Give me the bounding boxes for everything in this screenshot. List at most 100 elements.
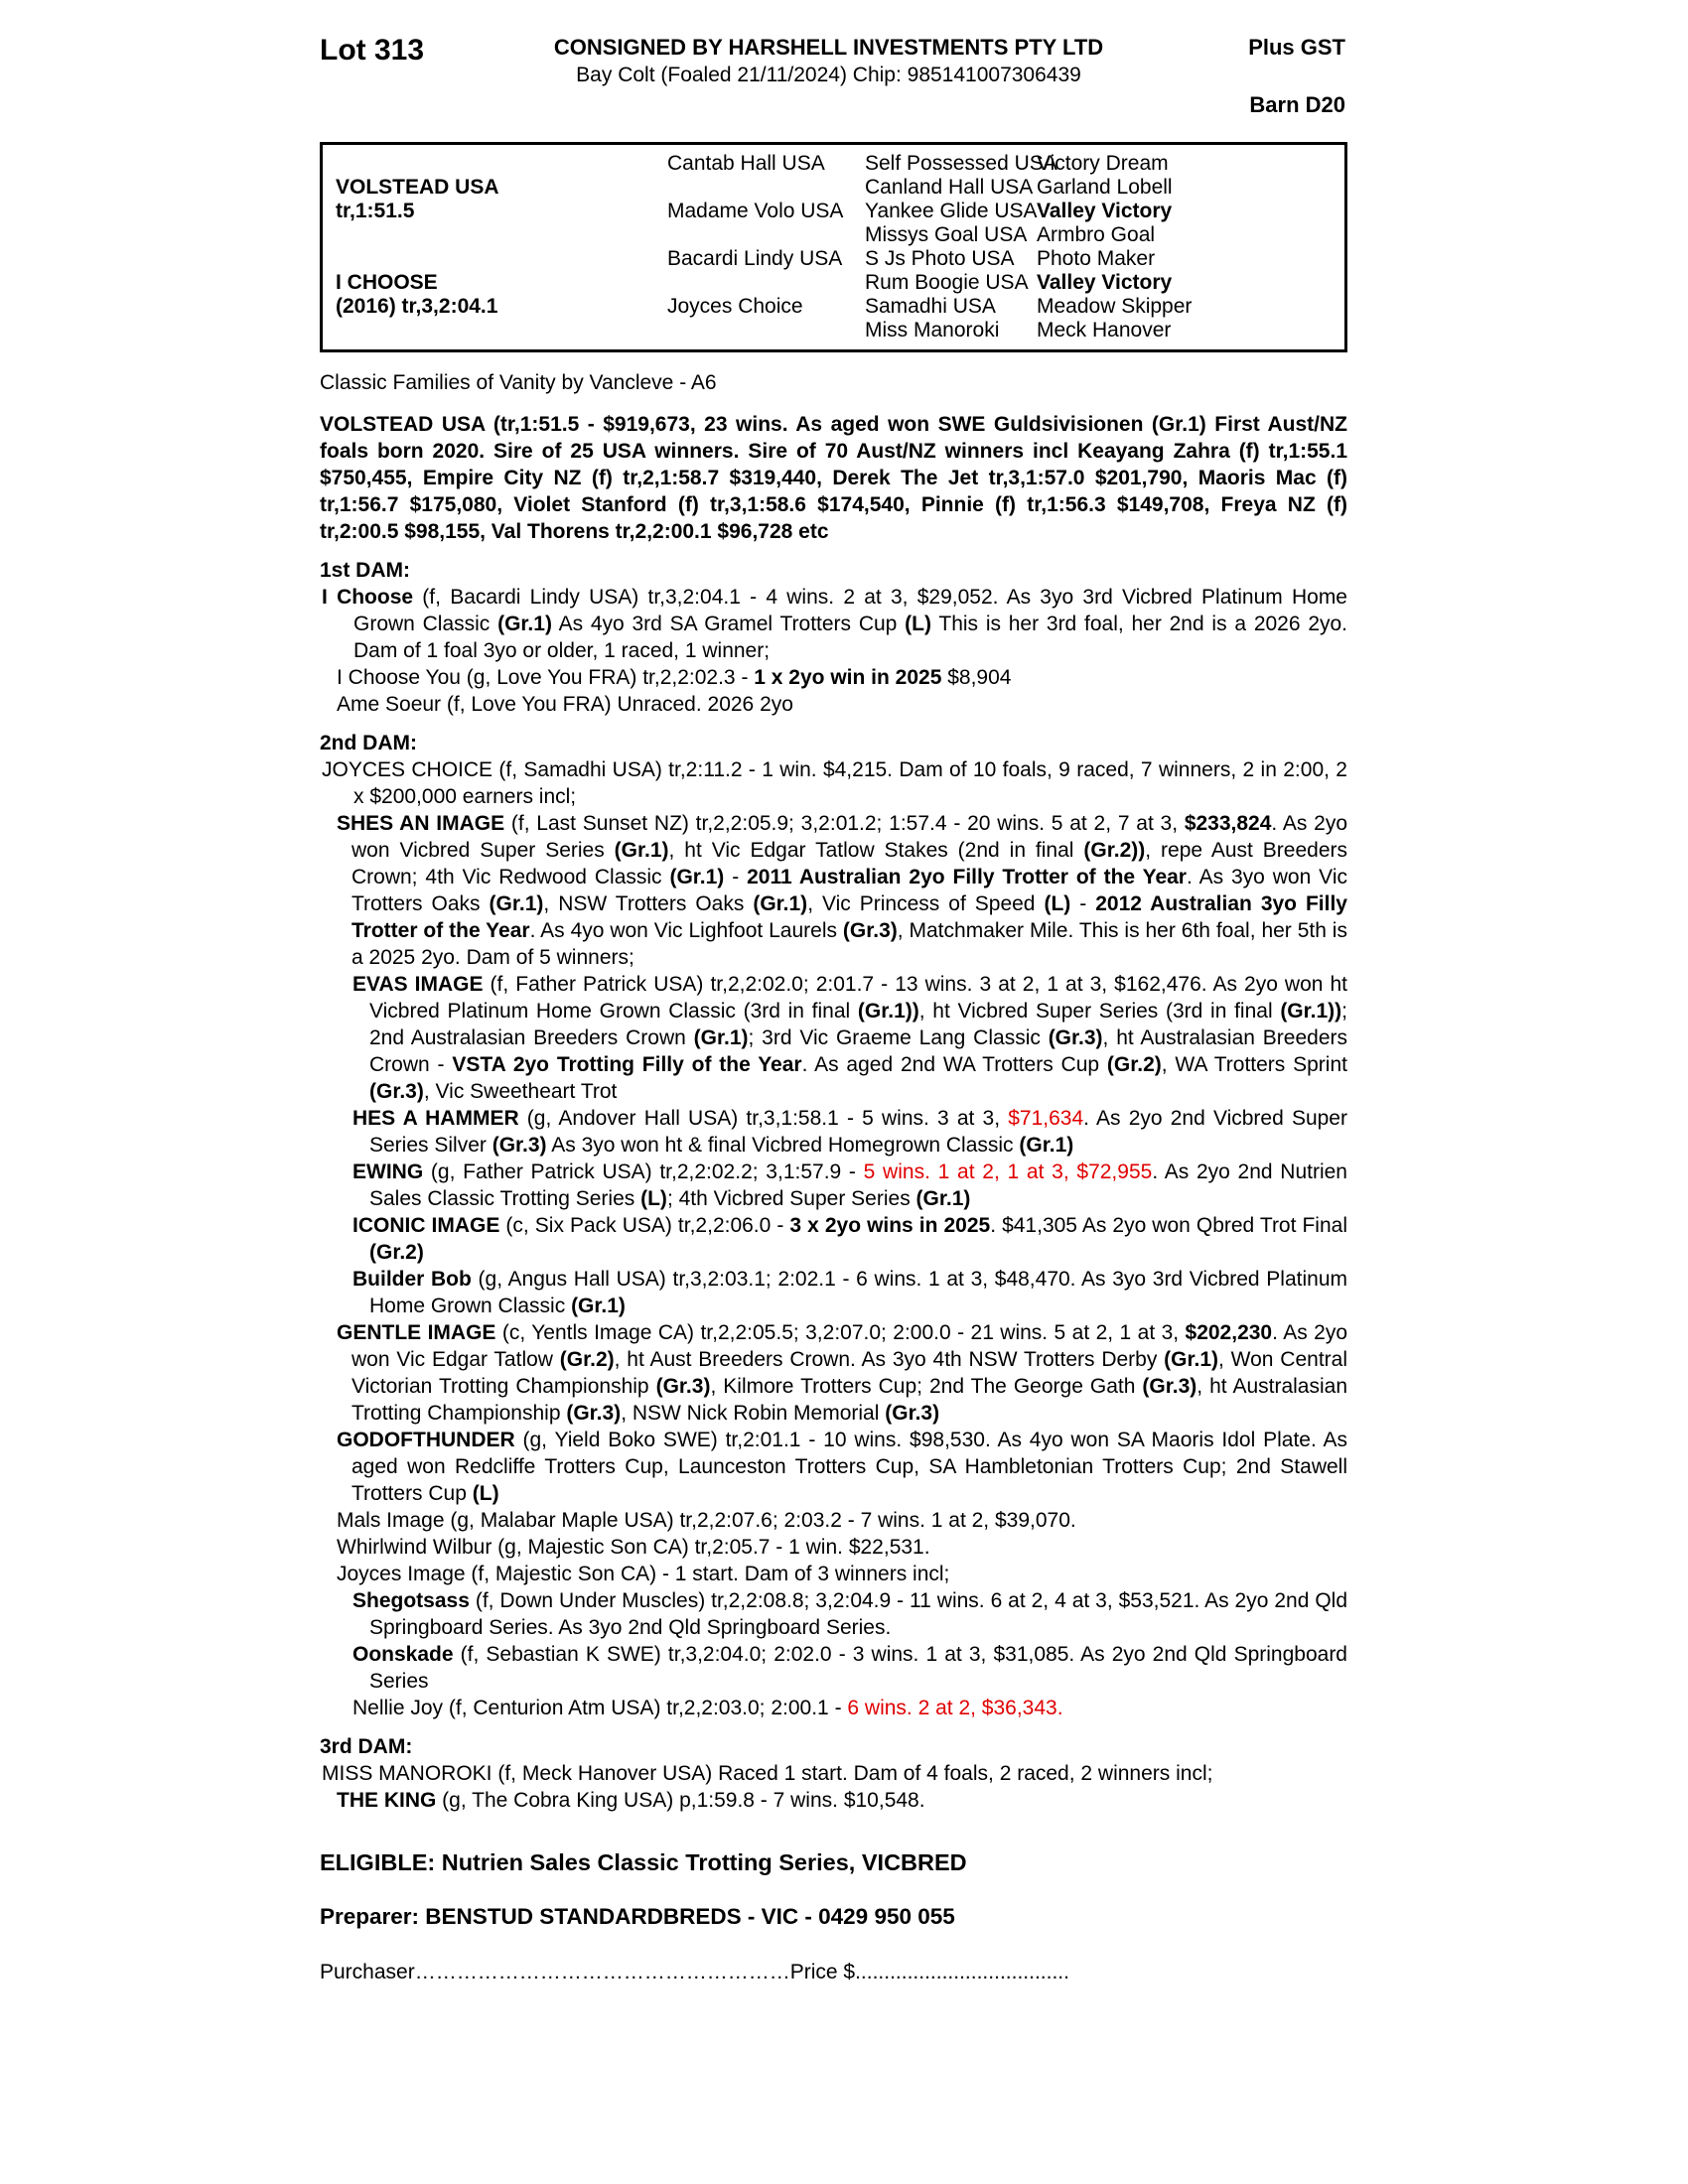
text-run: (f, Bacardi Lindy USA) tr,3,2:04.1 - 4 w…	[353, 586, 1347, 635]
pedigree-table: VOLSTEAD USA tr,1:51.5 I CHOOSE (2016) t…	[320, 142, 1347, 352]
text-run: , Vic Princess of Speed	[807, 892, 1045, 915]
highlighted-text: 6 wins. 2 at 2, $36,343.	[847, 1697, 1063, 1719]
text-run: , Kilmore Trotters Cup; 2nd The George G…	[710, 1375, 1143, 1398]
bold-text: 2012 Australian 3yo Filly Trotter of the…	[352, 892, 1347, 942]
text-run: (g, Andover Hall USA) tr,3,1:58.1 - 5 wi…	[518, 1107, 1009, 1130]
text-run: As 4yo 3rd SA Gramel Trotters Cup	[551, 613, 906, 635]
pedigree-paragraph: ICONIC IMAGE (c, Six Pack USA) tr,2,2:06…	[320, 1212, 1347, 1266]
text-run: . As 4yo won Vic Lighfoot Laurels	[529, 919, 843, 942]
section-heading: 1st DAM:	[320, 559, 411, 582]
gen3-ancestor: Yankee Glide USA	[865, 200, 1038, 222]
bold-text: (Gr.1)	[497, 613, 552, 635]
bold-text: (Gr.1))	[857, 1000, 919, 1023]
highlighted-text: 5 wins. 1 at 2, 1 at 3, $72,955	[863, 1160, 1153, 1183]
text-run: VOLSTEAD USA (tr,1:51.5 - $919,673, 23 w…	[320, 413, 1347, 543]
text-run: Mals Image (g, Malabar Maple USA) tr,2,2…	[337, 1509, 1076, 1532]
text-run: . $41,305 As 2yo won Qbred Trot Final	[990, 1214, 1347, 1237]
dam-name: I CHOOSE	[336, 271, 438, 294]
bold-text: (Gr.3)	[885, 1402, 940, 1425]
pedigree-paragraph: HES A HAMMER (g, Andover Hall USA) tr,3,…	[320, 1105, 1347, 1159]
text-run: . As 2yo won Vicbred Super Series	[352, 812, 1347, 862]
bold-text: SHES AN IMAGE	[337, 812, 505, 835]
gen3-ancestor: Canland Hall USA	[865, 176, 1034, 199]
pedigree-paragraph: Mals Image (g, Malabar Maple USA) tr,2,2…	[320, 1507, 1347, 1534]
bold-text: (Gr.1)	[669, 866, 725, 888]
header-center: CONSIGNED BY HARSHELL INVESTMENTS PTY LT…	[489, 34, 1169, 118]
pedigree-paragraph: GODOFTHUNDER (g, Yield Boko SWE) tr,2:01…	[320, 1427, 1347, 1507]
bold-text: (Gr.3)	[655, 1375, 711, 1398]
bold-text: (Gr.1)	[1164, 1348, 1219, 1371]
gen3-ancestor: Miss Manoroki	[865, 319, 1000, 341]
lot-number: Lot 313	[320, 34, 425, 67]
bold-text: Shegotsass	[352, 1589, 470, 1612]
text-run: (c, Yentls Image CA) tr,2,2:05.5; 3,2:07…	[495, 1321, 1186, 1344]
gen3-ancestor: Missys Goal USA	[865, 223, 1028, 246]
pedigree-paragraph: JOYCES CHOICE (f, Samadhi USA) tr,2:11.2…	[320, 756, 1347, 810]
text-run: (g, Yield Boko SWE) tr,2:01.1 - 10 wins.…	[352, 1429, 1347, 1505]
bold-text: (Gr.1)	[571, 1295, 626, 1317]
bold-text: Oonskade	[352, 1643, 454, 1666]
bold-text: GENTLE IMAGE	[337, 1321, 496, 1344]
pedigree-paragraph: MISS MANOROKI (f, Meck Hanover USA) Race…	[320, 1760, 1347, 1787]
text-run: , Matchmaker Mile. This is her 6th foal,…	[352, 919, 1347, 969]
text-run: (f, Father Patrick USA) tr,2,2:02.0; 2:0…	[369, 973, 1348, 1023]
pedigree-paragraph: EWING (g, Father Patrick USA) tr,2,2:02.…	[320, 1159, 1347, 1212]
text-run: -	[1070, 892, 1096, 915]
consignor-line: CONSIGNED BY HARSHELL INVESTMENTS PTY LT…	[553, 35, 1104, 60]
sire-name: VOLSTEAD USA	[336, 176, 499, 199]
gen3-ancestor: Samadhi USA	[865, 295, 996, 318]
bold-text: ICONIC IMAGE	[352, 1214, 500, 1237]
section-heading: 2nd DAM:	[320, 732, 417, 754]
text-run: , ht Australasian Breeders Crown -	[369, 1026, 1347, 1076]
bold-text: EVAS IMAGE	[352, 973, 484, 996]
bold-text: (Gr.1)	[753, 892, 808, 915]
text-run: , NSW Trotters Oaks	[543, 892, 754, 915]
purchaser-line: Purchaser………………………………………………Price $......…	[320, 1959, 1347, 1985]
pedigree-paragraph: THE KING (g, The Cobra King USA) p,1:59.…	[320, 1787, 1347, 1814]
text-run: JOYCES CHOICE (f, Samadhi USA) tr,2:11.2…	[322, 758, 1347, 808]
pedigree-paragraph: EVAS IMAGE (f, Father Patrick USA) tr,2,…	[320, 971, 1347, 1105]
pedigree-paragraph: SHES AN IMAGE (f, Last Sunset NZ) tr,2,2…	[320, 810, 1347, 971]
pedigree-paragraph: GENTLE IMAGE (c, Yentls Image CA) tr,2,2…	[320, 1319, 1347, 1427]
gen4-ancestor: Valley Victory	[1037, 200, 1173, 222]
bold-text: (Gr.2)	[369, 1241, 424, 1264]
bold-text: $202,230	[1185, 1321, 1273, 1344]
bold-text: (L)	[1044, 892, 1071, 915]
gen3-ancestor: Rum Boogie USA	[865, 271, 1029, 294]
bold-text: (Gr.1)	[489, 892, 544, 915]
text-run: . As 2yo 2nd Nutrien Sales Classic Trott…	[369, 1160, 1347, 1210]
bold-text: (Gr.2)	[559, 1348, 615, 1371]
bold-text: (Gr.1))	[1280, 1000, 1342, 1023]
text-run: ; 2nd Australasian Breeders Crown	[369, 1000, 1347, 1049]
pedigree-details: VOLSTEAD USA (tr,1:51.5 - $919,673, 23 w…	[320, 411, 1347, 1814]
bold-text: (Gr.3)	[369, 1080, 424, 1103]
bold-text: (L)	[640, 1187, 667, 1210]
bold-text: I Choose	[322, 586, 414, 609]
bold-text: (Gr.3)	[492, 1134, 547, 1157]
text-run: As 3yo won ht & final Vicbred Homegrown …	[546, 1134, 1020, 1157]
bold-text: VSTA 2yo Trotting Filly of the Year	[452, 1053, 802, 1076]
gen4-ancestor: Photo Maker	[1037, 247, 1156, 270]
text-run: , Vic Sweetheart Trot	[423, 1080, 618, 1103]
text-run: -	[724, 866, 748, 888]
plus-gst-label: Plus GST	[1248, 35, 1345, 60]
gen2-dam-of-sire: Madame Volo USA	[667, 200, 844, 222]
bold-text: (Gr.3)	[566, 1402, 622, 1425]
gen3-ancestor: Self Possessed USA	[865, 152, 1057, 175]
text-run: , ht Aust Breeders Crown. As 3yo 4th NSW…	[614, 1348, 1165, 1371]
bold-text: 3 x 2yo wins in 2025	[789, 1214, 991, 1237]
horse-description: Bay Colt (Foaled 21/11/2024) Chip: 98514…	[576, 64, 1081, 86]
bold-text: (L)	[472, 1482, 499, 1505]
header-right: Plus GST Barn D20	[1169, 34, 1347, 118]
price-label: Price $	[789, 1961, 856, 1983]
gen2-sire-of-dam: Bacardi Lindy USA	[667, 247, 843, 270]
bold-text: (Gr.2)	[1106, 1053, 1162, 1076]
bold-text: (Gr.3)	[1048, 1026, 1103, 1049]
text-run: (f, Down Under Muscles) tr,2,2:08.8; 3,2…	[369, 1589, 1347, 1639]
pedigree-paragraph: Nellie Joy (f, Centurion Atm USA) tr,2,2…	[320, 1695, 1347, 1721]
text-run: ; 3rd Vic Graeme Lang Classic	[748, 1026, 1049, 1049]
pedigree-paragraph: Whirlwind Wilbur (g, Majestic Son CA) tr…	[320, 1534, 1347, 1561]
text-run: , NSW Nick Robin Memorial	[621, 1402, 886, 1425]
gen4-ancestor: Valley Victory	[1037, 271, 1173, 294]
